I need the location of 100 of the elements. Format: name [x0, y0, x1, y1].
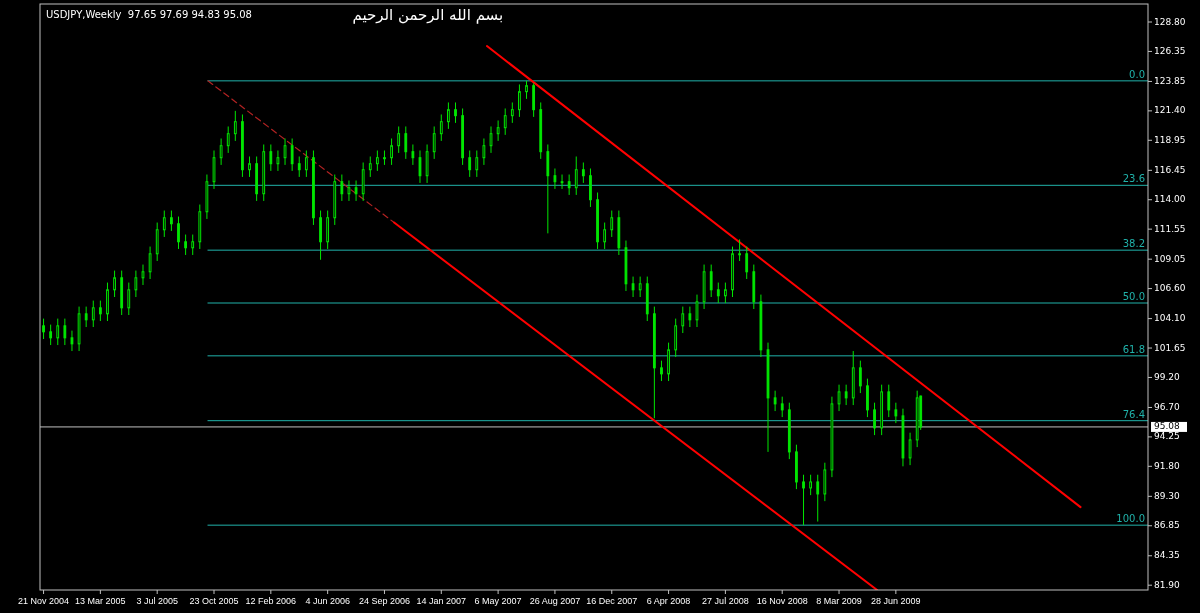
- candlestick: [510, 101, 514, 124]
- candlestick: [248, 156, 251, 178]
- series-label: 38.2: [1122, 238, 1145, 250]
- y-tick-label: 81.90: [1154, 579, 1181, 590]
- candlestick: [113, 270, 116, 298]
- candlestick: [368, 156, 372, 178]
- x-tick-label: 3 Jul 2005: [136, 596, 178, 606]
- candlestick: [489, 125, 493, 154]
- candlestick: [56, 318, 60, 346]
- candlestick: [290, 137, 294, 172]
- candlestick: [809, 474, 813, 496]
- y-tick-label: 96.70: [1154, 401, 1181, 412]
- candlestick: [184, 234, 187, 256]
- candlestick: [681, 306, 685, 334]
- candlestick: [177, 216, 180, 250]
- candlestick: [468, 150, 472, 178]
- candlestick: [716, 282, 720, 304]
- candlestick: [162, 210, 166, 238]
- candlestick: [91, 300, 95, 328]
- candlestick: [276, 150, 280, 172]
- x-tick-label: 14 Jan 2007: [416, 596, 467, 606]
- candlestick: [773, 390, 777, 412]
- x-tick-label: 6 May 2007: [474, 596, 522, 606]
- candlestick: [397, 125, 401, 154]
- y-tick-label: 84.35: [1154, 550, 1180, 561]
- y-tick-label: 86.85: [1154, 520, 1180, 531]
- y-tick-label: 91.80: [1154, 460, 1181, 471]
- candlestick: [354, 180, 358, 202]
- x-tick-label: 12 Feb 2006: [245, 596, 297, 606]
- y-tick-label: 89.30: [1154, 490, 1181, 501]
- candlestick: [304, 150, 308, 178]
- x-tick-label: 16 Nov 2008: [756, 596, 808, 606]
- y-tick-label: 109.05: [1154, 253, 1186, 264]
- candlestick: [134, 270, 138, 298]
- candlestick: [503, 107, 507, 136]
- y-tick-label: 123.85: [1154, 75, 1186, 86]
- candlestick: [439, 113, 443, 142]
- candlestick: [496, 119, 500, 142]
- candlestick: [638, 276, 642, 298]
- candlestick: [724, 282, 727, 304]
- x-tick-label: 16 Dec 2007: [586, 596, 638, 606]
- candlestick: [844, 384, 848, 406]
- candlestick: [340, 174, 344, 202]
- candlestick: [283, 137, 287, 166]
- x-tick-label: 6 Apr 2008: [646, 596, 691, 606]
- candlestick: [518, 83, 521, 118]
- y-tick-label: 106.60: [1154, 283, 1186, 294]
- x-tick-label: 26 Aug 2007: [529, 596, 581, 606]
- candlestick: [98, 300, 102, 322]
- x-tick-label: 4 Jun 2006: [305, 596, 350, 606]
- candlestick: [574, 156, 578, 196]
- candlestick: [837, 384, 841, 412]
- candlestick: [553, 168, 557, 190]
- candlestick: [447, 101, 450, 130]
- candlestick: [745, 246, 749, 280]
- candlestick: [688, 306, 692, 328]
- y-tick-label: 126.35: [1154, 45, 1186, 56]
- candlestick: [170, 210, 173, 232]
- x-tick-label: 28 Jun 2009: [871, 596, 921, 606]
- y-tick-label: 116.45: [1154, 164, 1186, 175]
- candlestick: [695, 294, 699, 328]
- candlestick: [390, 137, 393, 166]
- ref-line-label: 95.08: [1154, 421, 1181, 432]
- candlestick: [603, 222, 607, 250]
- candlestick: [560, 174, 564, 190]
- candlestick: [148, 246, 152, 280]
- series-label: 76.4: [1122, 408, 1145, 420]
- candlestick: [141, 264, 145, 286]
- candlestick: [894, 402, 898, 424]
- series-label: 0.0: [1129, 68, 1145, 80]
- candlestick: [454, 101, 457, 124]
- candlestick: [127, 282, 131, 316]
- y-tick-label: 118.95: [1154, 134, 1186, 145]
- candlestick: [432, 125, 436, 160]
- x-tick-label: 21 Nov 2004: [18, 596, 70, 606]
- text: USDJPY,Weekly 97.65 97.69 94.83 95.08: [46, 9, 252, 20]
- candlestick: [219, 137, 223, 166]
- candlestick: [375, 150, 379, 172]
- y-tick-label: 128.80: [1154, 16, 1186, 27]
- y-tick-label: 121.40: [1154, 105, 1186, 116]
- candlestick: [738, 238, 741, 262]
- y-tick-label: 101.65: [1154, 342, 1186, 353]
- candlestick: [482, 137, 486, 166]
- x-tick-label: 8 Mar 2009: [816, 596, 862, 606]
- candlestick: [802, 474, 805, 526]
- y-tick-label: 111.55: [1154, 223, 1186, 234]
- candlestick: [233, 110, 237, 142]
- candlestick: [269, 144, 273, 172]
- candlestick: [347, 180, 351, 202]
- y-tick-label: 114.00: [1154, 194, 1186, 205]
- x-tick-label: 13 Mar 2005: [75, 596, 126, 606]
- candlestick: [660, 360, 663, 382]
- candlestick: [709, 264, 713, 298]
- candlestick: [418, 150, 422, 184]
- candlestick: [908, 432, 912, 466]
- series-label: 61.8: [1122, 343, 1145, 355]
- candlestick: [226, 125, 230, 154]
- candlestick: [70, 330, 74, 352]
- x-tick-label: 24 Sep 2006: [358, 596, 410, 606]
- chart-subtitle: بسم الله الرحمن الرحيم: [352, 6, 504, 24]
